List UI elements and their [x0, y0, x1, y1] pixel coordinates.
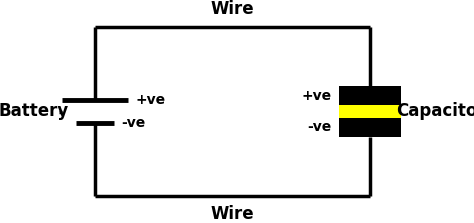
Text: -ve: -ve	[308, 120, 332, 134]
Text: +ve: +ve	[135, 93, 165, 107]
Bar	[339, 118, 401, 136]
Text: Capacitor: Capacitor	[396, 103, 474, 120]
Bar	[339, 87, 401, 105]
Text: -ve: -ve	[121, 116, 145, 130]
Text: +ve: +ve	[301, 89, 332, 103]
Text: Wire: Wire	[210, 205, 254, 223]
Bar	[339, 105, 401, 118]
Text: Wire: Wire	[210, 0, 254, 18]
Text: Battery: Battery	[0, 103, 68, 120]
